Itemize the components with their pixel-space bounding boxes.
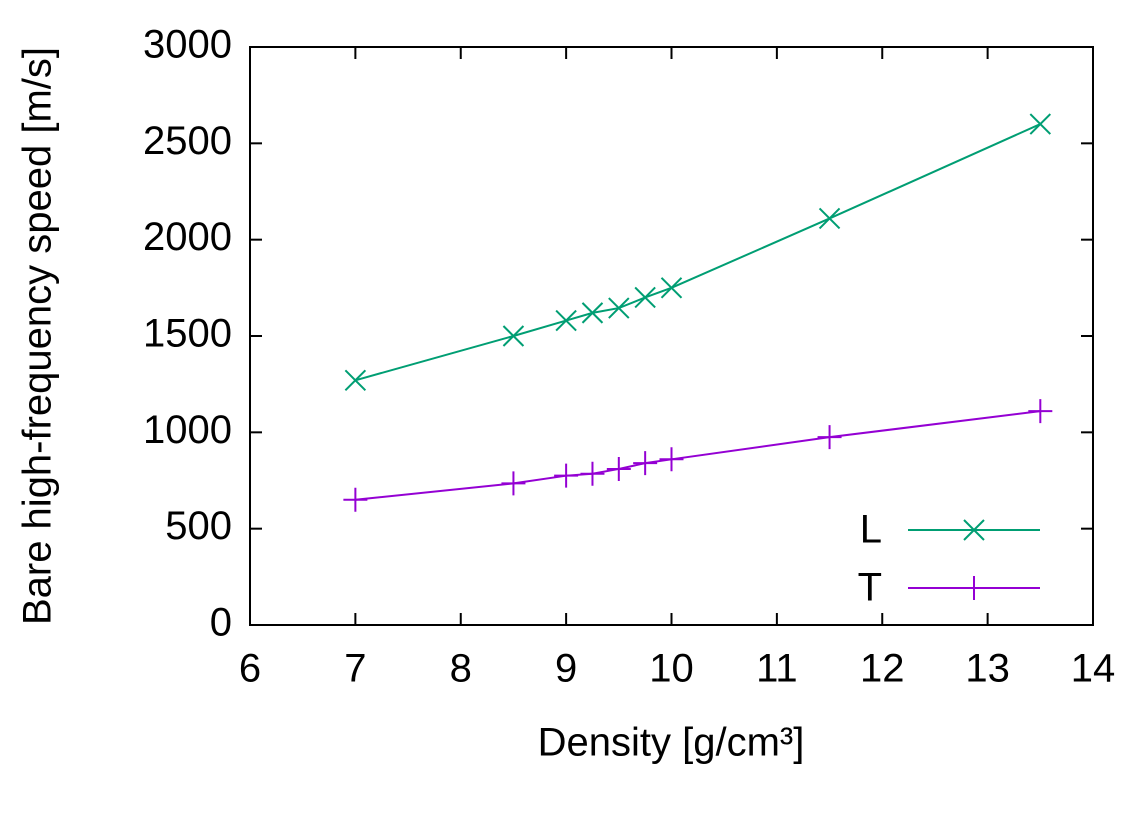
- series-line: [355, 123, 1041, 382]
- data-point: [581, 302, 604, 324]
- x-tick-label: 11: [756, 647, 798, 691]
- data-point: [343, 487, 368, 512]
- data-point: [634, 286, 656, 309]
- y-tick-label: 0: [210, 601, 232, 645]
- x-axis-label: Density [g/cm³]: [538, 721, 805, 765]
- x-tick-label: 12: [860, 647, 905, 691]
- y-tick-label: 2000: [143, 215, 232, 259]
- series-line: [355, 410, 1041, 501]
- data-point: [554, 463, 579, 488]
- x-tick-label: 7: [344, 647, 366, 691]
- y-tick-label: 2500: [143, 119, 232, 163]
- data-point: [344, 369, 367, 392]
- data-point: [1028, 399, 1053, 424]
- legend-marker: [962, 576, 986, 600]
- data-point: [659, 447, 684, 472]
- x-tick-label: 8: [450, 647, 472, 691]
- data-point: [555, 309, 577, 332]
- data-point: [817, 425, 842, 450]
- legend-label: T: [858, 566, 882, 610]
- data-point: [608, 297, 630, 319]
- y-tick-label: 500: [165, 504, 232, 548]
- data-point: [606, 456, 631, 481]
- x-tick-label: 14: [1071, 647, 1116, 691]
- legend-marker: [963, 519, 985, 541]
- x-tick-label: 13: [965, 647, 1010, 691]
- data-point: [501, 471, 526, 496]
- x-tick-label: 10: [649, 647, 694, 691]
- data-point: [633, 451, 658, 476]
- x-tick-label: 9: [555, 647, 577, 691]
- x-tick-label: 6: [239, 647, 261, 691]
- y-axis-label: Bare high-frequency speed [m/s]: [16, 47, 60, 625]
- data-point: [1029, 113, 1052, 135]
- legend-label: L: [860, 508, 882, 552]
- data-point: [818, 207, 841, 230]
- data-point: [660, 277, 683, 299]
- y-tick-label: 1000: [143, 408, 232, 452]
- y-tick-label: 1500: [143, 312, 232, 356]
- y-tick-label: 3000: [143, 23, 232, 67]
- data-point: [580, 461, 605, 486]
- data-point: [502, 325, 525, 347]
